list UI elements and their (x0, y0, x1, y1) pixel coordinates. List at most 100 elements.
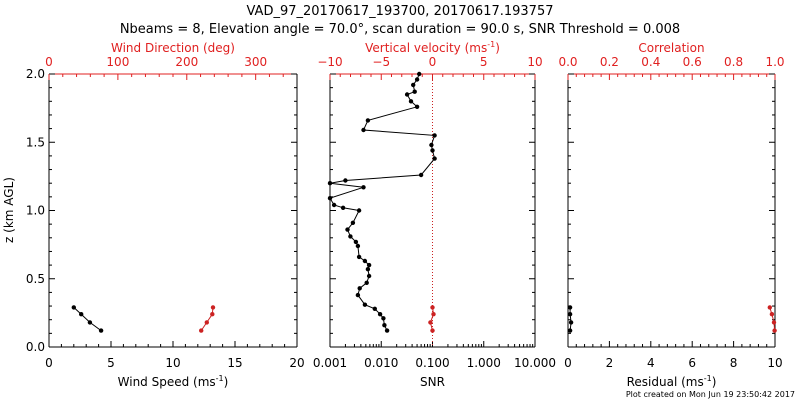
data-point (355, 243, 361, 249)
top-tick-label: 0.0 (558, 55, 577, 69)
top-tick-label: 0.8 (724, 55, 743, 69)
top-axis-label: Vertical velocity (ms-1) (365, 40, 500, 55)
y-axis-label: z (km AGL) (2, 177, 16, 243)
data-point (98, 328, 104, 333)
data-point (372, 306, 377, 311)
series-line (569, 307, 572, 331)
x-axis-label: Residual (ms-1) (627, 374, 717, 389)
data-point (381, 316, 386, 321)
x-tick-label: 20 (289, 356, 304, 370)
top-tick-label: 1.0 (765, 55, 784, 69)
x-tick-label: 4 (647, 356, 655, 370)
data-point (356, 208, 362, 213)
data-point (210, 312, 215, 317)
top-tick-label: 200 (175, 55, 198, 69)
data-point (417, 71, 422, 77)
data-point (412, 89, 417, 94)
data-point (384, 328, 390, 333)
top-tick-label: 0.4 (641, 55, 660, 69)
data-point (331, 202, 337, 208)
panel-3: 0 2 4 6 8 10 0.0 0.2 0.4 0.6 0.8 1.0 (558, 55, 784, 370)
data-point (199, 328, 204, 333)
series-line (200, 307, 214, 331)
data-point (429, 142, 434, 148)
data-point (345, 227, 350, 232)
data-point (348, 234, 353, 239)
data-point (411, 82, 416, 88)
data-point (79, 312, 84, 317)
data-point (327, 196, 333, 201)
x-tick-label: 10 (767, 356, 782, 370)
data-point (418, 172, 424, 178)
data-point (361, 127, 366, 133)
series-line (73, 307, 102, 332)
chart-subtitle: Nbeams = 8, Elevation angle = 70.0°, sca… (120, 22, 680, 37)
data-point (210, 305, 216, 310)
data-point (772, 328, 777, 333)
x-axis-label: SNR (420, 375, 445, 389)
data-point (357, 286, 362, 291)
y-tick-label: 1.5 (26, 135, 45, 149)
x-tick-label: 10.000 (514, 356, 556, 370)
top-axis-label: Correlation (638, 41, 704, 55)
data-point (362, 302, 368, 307)
x-tick-label: 8 (730, 356, 738, 370)
data-point (365, 267, 371, 272)
data-point (428, 320, 433, 325)
data-point (377, 312, 383, 317)
data-point (414, 104, 420, 110)
top-tick-label: 5 (480, 55, 488, 69)
x-tick-label: 1.000 (467, 356, 501, 370)
top-tick-label: 0.6 (683, 55, 702, 69)
x-tick-label: 6 (688, 356, 696, 370)
data-point (432, 156, 437, 161)
x-tick-label: 10 (165, 356, 180, 370)
data-point (430, 328, 435, 333)
data-point (767, 305, 772, 310)
panel-1: 0.00.51.01.52.00 5 10 15 200 100 200 300 (26, 55, 305, 370)
plot-created-footer: Plot created on Mon Jun 19 23:50:42 2017 (626, 390, 795, 399)
x-tick-label: 0.001 (313, 356, 347, 370)
data-point (353, 239, 359, 245)
data-point (430, 148, 435, 153)
x-axis-label: Wind Speed (ms-1) (118, 374, 229, 389)
x-tick-label: 0 (45, 356, 53, 370)
top-tick-label: 100 (106, 55, 129, 69)
data-point (204, 320, 209, 325)
data-point (366, 262, 372, 268)
x-tick-label: 2 (606, 356, 614, 370)
top-tick-label: 0 (429, 55, 437, 69)
data-point (356, 254, 362, 260)
data-point (404, 92, 410, 97)
series-line (769, 307, 775, 331)
top-tick-label: −10 (317, 55, 342, 69)
series-line (429, 307, 435, 331)
data-point (362, 258, 368, 264)
data-point (408, 99, 414, 104)
top-axis-label: Wind Direction (deg) (111, 41, 235, 55)
top-tick-label: −5 (372, 55, 390, 69)
data-point (567, 328, 573, 333)
data-point (414, 77, 420, 82)
data-point (355, 292, 361, 298)
data-point (340, 205, 346, 210)
x-tick-label: 5 (107, 356, 115, 370)
data-point (364, 280, 369, 285)
series-line (330, 74, 436, 331)
top-tick-label: 300 (244, 55, 267, 69)
data-point (343, 178, 348, 183)
data-point (430, 305, 435, 310)
data-point (361, 185, 366, 190)
data-point (769, 312, 775, 317)
y-tick-label: 2.0 (26, 67, 45, 81)
top-tick-label: 10 (527, 55, 542, 69)
data-point (365, 118, 371, 123)
data-point (366, 273, 372, 279)
chart-title: VAD_97_20170617_193700, 20170617.193757 (247, 4, 554, 19)
x-tick-label: 0.100 (415, 356, 449, 370)
x-tick-label: 0.010 (364, 356, 398, 370)
data-point (567, 312, 573, 317)
y-tick-label: 0.0 (26, 340, 45, 354)
data-point (771, 320, 777, 325)
data-point (87, 320, 93, 325)
